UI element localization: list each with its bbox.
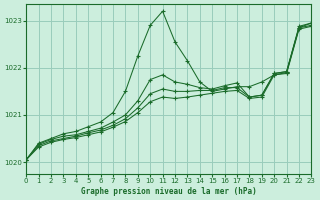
X-axis label: Graphe pression niveau de la mer (hPa): Graphe pression niveau de la mer (hPa)	[81, 187, 257, 196]
